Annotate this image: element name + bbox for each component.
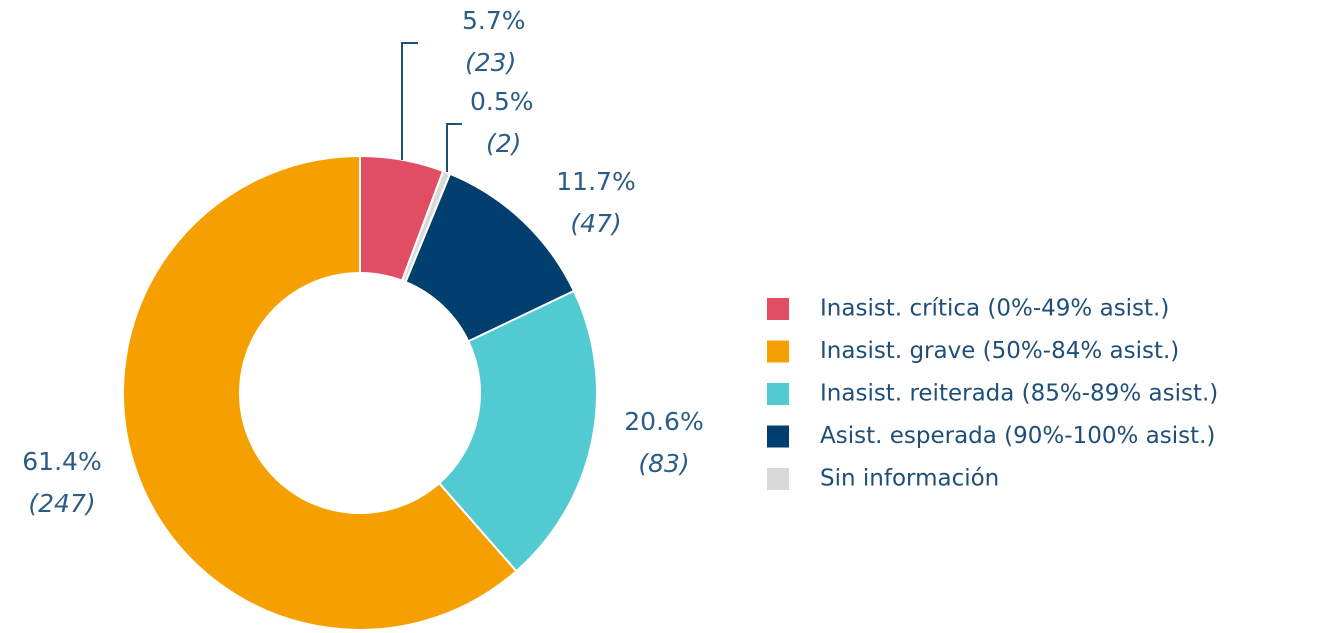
count-label: (247) [28, 489, 95, 518]
legend-label: Sin información [820, 466, 999, 492]
value-label: 20.6% [624, 407, 703, 436]
count-label: (47) [570, 209, 621, 238]
legend-swatch [767, 425, 789, 448]
legend-label: Inasist. grave (50%-84% asist.) [820, 338, 1179, 364]
legend-swatch [767, 468, 789, 490]
legend-swatch [767, 383, 789, 405]
legend-label: Asist. esperada (90%-100% asist.) [820, 423, 1215, 449]
count-label: (83) [638, 449, 689, 478]
value-label: 11.7% [556, 167, 635, 196]
legend-label: Inasist. crítica (0%-49% asist.) [820, 296, 1169, 322]
count-label: (23) [465, 48, 516, 77]
legend-swatch [767, 340, 789, 363]
leader-line [446, 123, 462, 172]
donut-slice [437, 289, 598, 573]
value-label: 0.5% [470, 87, 534, 116]
legend-swatch [767, 298, 789, 320]
value-label: 5.7% [462, 6, 526, 35]
value-label: 61.4% [22, 447, 101, 476]
count-label: (2) [486, 129, 521, 158]
donut-slice [122, 154, 518, 631]
leader-line [401, 42, 418, 160]
legend-label: Inasist. reiterada (85%-89% asist.) [820, 381, 1218, 407]
